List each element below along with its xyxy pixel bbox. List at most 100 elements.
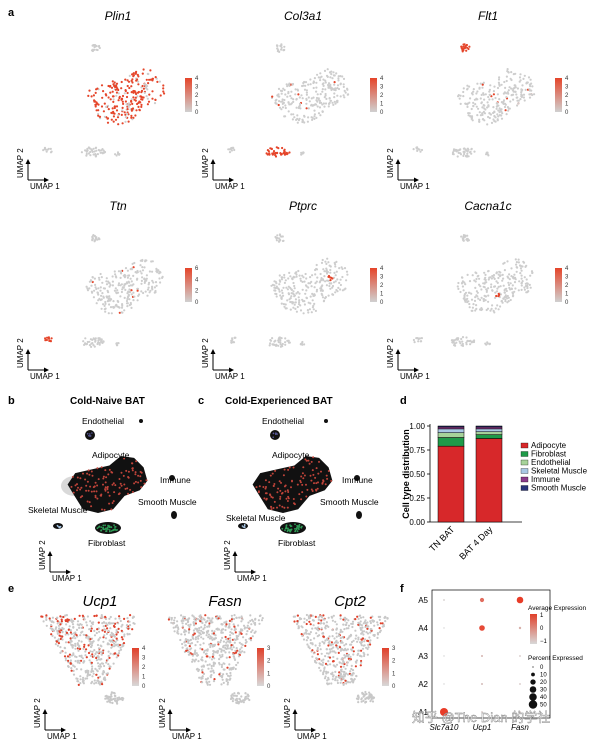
- cell-dot: [58, 630, 61, 633]
- cell-dot: [328, 282, 331, 285]
- cell-dot: [87, 94, 90, 97]
- cell-dot: [124, 89, 127, 93]
- cell-dot: [272, 507, 275, 509]
- smooth-muscle-cluster: [356, 511, 362, 519]
- cell-dot: [344, 679, 347, 682]
- cell-dot: [321, 284, 324, 287]
- cell-dot: [315, 116, 318, 119]
- cell-dot: [170, 621, 173, 624]
- cell-dot: [481, 86, 484, 89]
- cell-dot: [354, 618, 357, 621]
- cell-dot: [324, 88, 327, 91]
- cell-dot: [87, 651, 91, 655]
- cell-dot: [521, 88, 524, 92]
- cell-dot: [129, 301, 132, 305]
- cluster-endothelial: [95, 48, 98, 51]
- cell-dot: [497, 276, 500, 280]
- cell-dot: [230, 632, 234, 635]
- y-tick-label: 1.00: [409, 422, 425, 431]
- cell-dot: [113, 691, 116, 695]
- cell-dot: [517, 289, 520, 292]
- cell-dot: [284, 484, 287, 487]
- cell-dot: [321, 88, 324, 91]
- colorbar-tick: 3: [380, 85, 384, 91]
- x-tick-label: Fasn: [511, 723, 529, 732]
- cell-dot: [320, 616, 324, 619]
- cluster-fibroblast: [100, 340, 103, 343]
- cell-dot: [233, 641, 236, 644]
- cell-dot: [109, 665, 112, 668]
- cell-dot: [340, 640, 343, 643]
- cluster-endothelial: [276, 50, 279, 53]
- cell-dot: [341, 662, 344, 665]
- cell-dot: [230, 618, 233, 621]
- cell-dot: [342, 623, 345, 626]
- cluster-fibroblast: [465, 336, 468, 339]
- cell-dot: [480, 307, 483, 310]
- cell-dot: [229, 646, 233, 649]
- cell-dot: [120, 113, 123, 116]
- cluster-fibroblast: [102, 340, 105, 343]
- cell-dot: [117, 622, 120, 625]
- cell-dot: [319, 79, 322, 82]
- cell-dot: [522, 77, 525, 80]
- cell-dot: [482, 81, 485, 84]
- cell-dot: [132, 299, 135, 302]
- cell-dot: [505, 75, 508, 78]
- cell-dot: [114, 644, 117, 647]
- cell-dot: [243, 651, 246, 654]
- cell-dot: [228, 663, 231, 666]
- cell-dot: [494, 296, 497, 299]
- cell-dot: [113, 694, 116, 697]
- cluster-fibroblast: [270, 147, 273, 151]
- cell-dot: [357, 617, 360, 621]
- cell-dot: [59, 646, 62, 649]
- cell-dot: [333, 96, 336, 99]
- cell-dot: [99, 286, 102, 289]
- cluster-endothelial: [465, 238, 468, 241]
- cell-dot: [342, 83, 345, 86]
- cell-dot: [281, 106, 285, 109]
- cluster-immune: [329, 85, 332, 88]
- y-tick-label: 0.75: [409, 446, 425, 455]
- cell-dot: [196, 654, 199, 657]
- cell-dot: [515, 263, 518, 266]
- cell-dot: [492, 118, 495, 121]
- cell-dot: [82, 647, 85, 651]
- cell-dot: [234, 649, 237, 652]
- cell-dot: [100, 658, 103, 661]
- cell-dot: [317, 629, 320, 632]
- cell-dot: [92, 672, 95, 675]
- cell-dot: [315, 267, 318, 271]
- cell-dot: [500, 110, 503, 113]
- cell-dot: [130, 280, 133, 283]
- cell-dot: [508, 286, 511, 289]
- cell-dot: [131, 102, 134, 105]
- cell-dot: [301, 280, 304, 283]
- cell-dot: [320, 261, 324, 264]
- cell-dot: [362, 699, 365, 702]
- cell-dot: [127, 120, 130, 123]
- cell-dot: [97, 639, 100, 642]
- cell-dot: [291, 278, 294, 281]
- cluster-fibroblast-tail: [301, 152, 304, 155]
- cell-dot: [361, 630, 364, 633]
- cell-dot: [515, 261, 519, 264]
- cell-dot: [300, 625, 303, 628]
- cell-dot: [141, 84, 144, 88]
- cell-dot: [304, 272, 307, 276]
- cell-dot: [511, 93, 515, 96]
- cell-dot: [321, 632, 324, 635]
- cell-dot: [509, 282, 512, 285]
- cell-dot: [457, 95, 460, 98]
- dot-slc7a10-a2: [443, 683, 445, 685]
- cell-dot: [64, 641, 68, 644]
- cluster-fibroblast: [265, 152, 268, 155]
- cell-dot: [110, 508, 113, 511]
- cell-dot: [307, 311, 310, 314]
- cell-dot: [316, 646, 319, 650]
- cell-dot: [308, 620, 311, 623]
- y-tick-label: A4: [418, 624, 428, 633]
- cell-dot: [287, 92, 290, 95]
- cell-dot: [310, 97, 313, 100]
